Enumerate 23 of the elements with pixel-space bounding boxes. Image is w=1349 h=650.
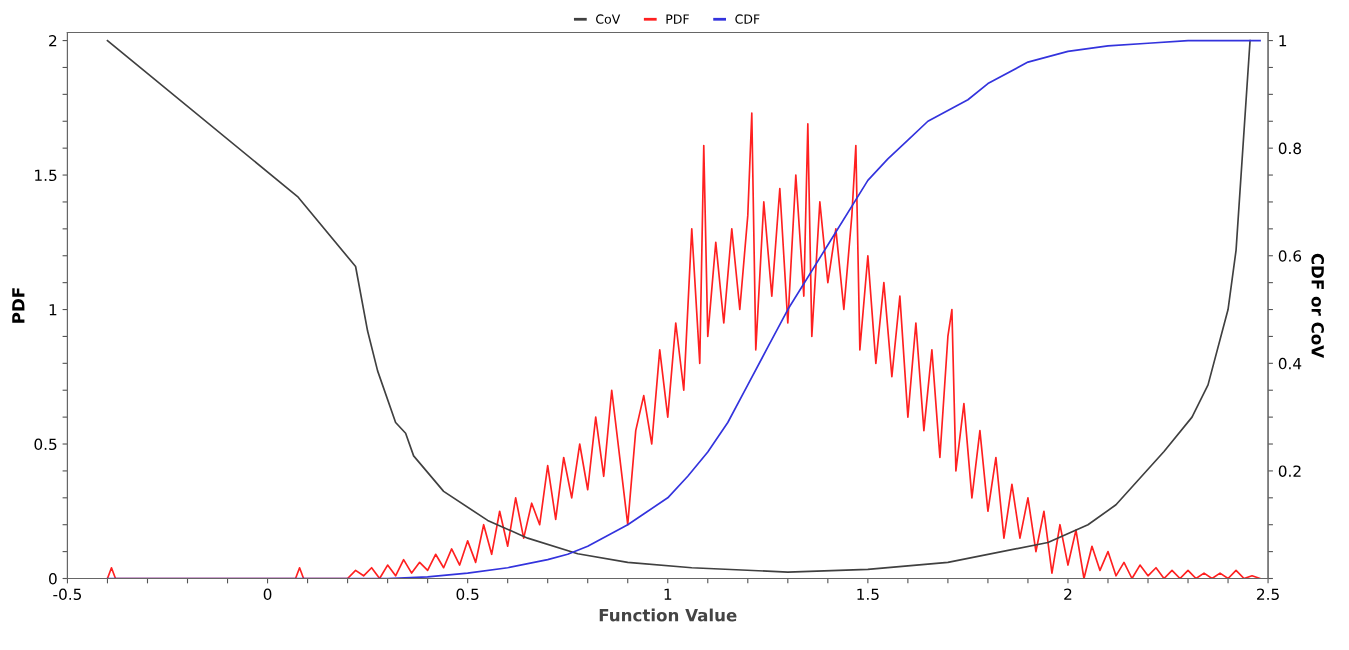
legend-label: PDF [666,14,689,24]
y-tick-label: 0.5 [34,438,57,451]
y-tick-label: 2 [49,35,57,47]
x-tick-label: -0.5 [53,588,82,601]
x-tick-label: 2.5 [1257,588,1279,601]
y2-tick-label: 0.8 [1278,142,1302,155]
y2-tick-label: 0.6 [1278,250,1302,262]
x-tick-label: 0 [263,588,272,601]
legend-label: CDF [735,14,760,24]
x-tick-label: 0.5 [456,588,479,601]
y-tick-label: 1 [49,304,57,316]
legend-label: CoV [596,14,621,24]
x-tick-label: 2 [1064,588,1072,600]
y-axis-title: PDF [12,288,25,323]
y2-tick-label: 1 [1279,35,1287,47]
x-tick-label: 1 [664,588,672,600]
x-axis-title: Function Value [599,608,737,622]
y2-tick-label: 0.4 [1278,357,1302,370]
y2-tick-label: 0.2 [1278,465,1301,477]
y2-axis-title: CDF or CoV [1311,253,1325,359]
x-tick-label: 1.5 [857,588,879,601]
y-tick-label: 0 [49,572,57,585]
y-tick-label: 1.5 [35,169,57,182]
